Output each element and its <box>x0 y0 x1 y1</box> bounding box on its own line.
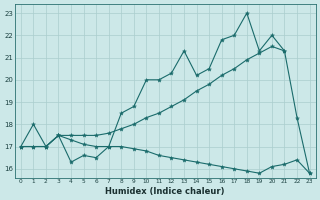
X-axis label: Humidex (Indice chaleur): Humidex (Indice chaleur) <box>106 187 225 196</box>
